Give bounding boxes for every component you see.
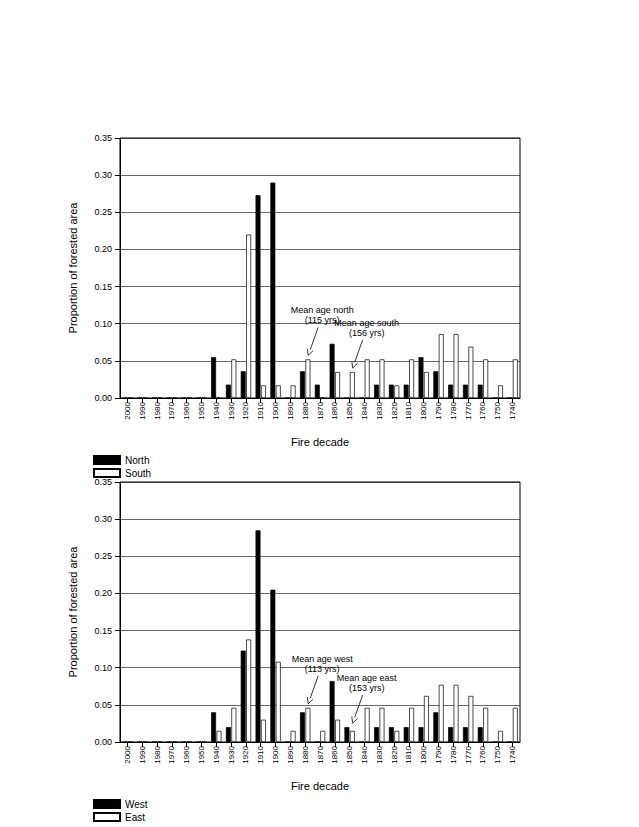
- svg-text:0.35: 0.35: [94, 477, 112, 487]
- svg-text:1890: 1890: [286, 745, 295, 763]
- svg-text:0.10: 0.10: [94, 663, 112, 673]
- svg-text:0.25: 0.25: [94, 551, 112, 561]
- svg-text:1760: 1760: [478, 745, 487, 763]
- svg-text:East: East: [125, 812, 145, 823]
- svg-text:1930: 1930: [227, 401, 236, 419]
- svg-text:0.35: 0.35: [94, 133, 112, 143]
- svg-text:1850: 1850: [345, 401, 354, 419]
- svg-text:1790: 1790: [434, 401, 443, 419]
- svg-text:1800: 1800: [419, 745, 428, 763]
- svg-text:0.15: 0.15: [94, 282, 112, 292]
- svg-text:1900: 1900: [271, 745, 280, 763]
- svg-text:0.30: 0.30: [94, 514, 112, 524]
- svg-text:0.25: 0.25: [94, 207, 112, 217]
- svg-text:1960: 1960: [182, 401, 191, 419]
- svg-text:1970: 1970: [167, 745, 176, 763]
- svg-text:1820: 1820: [390, 401, 399, 419]
- svg-text:(156 yrs): (156 yrs): [349, 328, 385, 338]
- svg-text:0.05: 0.05: [94, 356, 112, 366]
- svg-text:(113 yrs): (113 yrs): [305, 664, 340, 674]
- svg-text:1990: 1990: [138, 401, 147, 419]
- svg-text:1970: 1970: [167, 401, 176, 419]
- svg-text:1810: 1810: [404, 401, 413, 419]
- svg-text:1880: 1880: [301, 401, 310, 419]
- svg-text:1770: 1770: [464, 401, 473, 419]
- svg-text:1860: 1860: [330, 401, 339, 419]
- svg-text:1980: 1980: [153, 745, 162, 763]
- svg-text:1910: 1910: [256, 401, 265, 419]
- svg-text:1740: 1740: [508, 401, 517, 419]
- svg-text:1830: 1830: [375, 745, 384, 763]
- svg-text:1810: 1810: [404, 745, 413, 763]
- svg-text:1830: 1830: [375, 401, 384, 419]
- svg-text:(153 yrs): (153 yrs): [349, 683, 385, 693]
- svg-text:1890: 1890: [286, 401, 295, 419]
- svg-text:1740: 1740: [508, 745, 517, 763]
- svg-text:1870: 1870: [316, 401, 325, 419]
- svg-text:0.10: 0.10: [94, 319, 112, 329]
- svg-text:1920: 1920: [241, 401, 250, 419]
- svg-text:Mean age west: Mean age west: [292, 654, 354, 664]
- svg-text:Proportion of forested area: Proportion of forested area: [67, 546, 79, 678]
- svg-text:1920: 1920: [241, 745, 250, 763]
- svg-text:1900: 1900: [271, 401, 280, 419]
- svg-text:0.20: 0.20: [94, 244, 112, 254]
- svg-text:2000: 2000: [123, 745, 132, 763]
- svg-text:(115 yrs): (115 yrs): [304, 315, 340, 326]
- svg-text:0.00: 0.00: [94, 737, 112, 747]
- svg-text:North: North: [125, 455, 149, 466]
- svg-text:1800: 1800: [419, 401, 428, 419]
- svg-text:1780: 1780: [449, 401, 458, 419]
- svg-text:Mean age east: Mean age east: [337, 673, 397, 683]
- svg-text:1790: 1790: [434, 745, 443, 763]
- svg-text:0.05: 0.05: [94, 700, 112, 710]
- svg-text:1980: 1980: [153, 401, 162, 419]
- svg-text:Fire decade: Fire decade: [291, 436, 349, 448]
- svg-text:1750: 1750: [493, 745, 502, 763]
- svg-text:1940: 1940: [212, 745, 221, 763]
- svg-text:Mean age south: Mean age south: [334, 318, 399, 328]
- svg-text:1850: 1850: [345, 745, 354, 763]
- svg-text:1940: 1940: [212, 401, 221, 419]
- svg-text:1840: 1840: [360, 401, 369, 419]
- svg-text:1880: 1880: [301, 745, 310, 763]
- svg-text:1950: 1950: [197, 401, 206, 419]
- svg-text:1840: 1840: [360, 745, 369, 763]
- svg-text:1760: 1760: [478, 401, 487, 419]
- svg-text:Fire decade: Fire decade: [291, 780, 349, 792]
- svg-text:0.20: 0.20: [94, 588, 112, 598]
- svg-text:1860: 1860: [330, 745, 339, 763]
- svg-text:West: West: [125, 799, 148, 810]
- svg-text:Mean age north: Mean age north: [291, 305, 354, 315]
- svg-text:1780: 1780: [449, 745, 458, 763]
- svg-text:1820: 1820: [390, 745, 399, 763]
- svg-text:1910: 1910: [256, 745, 265, 763]
- svg-text:1870: 1870: [316, 745, 325, 763]
- svg-text:Proportion of forested area: Proportion of forested area: [67, 202, 79, 334]
- svg-text:1990: 1990: [138, 745, 147, 763]
- svg-text:1750: 1750: [493, 401, 502, 419]
- svg-text:1960: 1960: [182, 745, 191, 763]
- svg-text:South: South: [125, 468, 151, 479]
- svg-text:0.30: 0.30: [94, 170, 112, 180]
- svg-text:1930: 1930: [227, 745, 236, 763]
- svg-text:2000: 2000: [123, 401, 132, 419]
- svg-text:0.00: 0.00: [94, 393, 112, 403]
- svg-text:0.15: 0.15: [94, 626, 112, 636]
- svg-text:1950: 1950: [197, 745, 206, 763]
- svg-text:1770: 1770: [464, 745, 473, 763]
